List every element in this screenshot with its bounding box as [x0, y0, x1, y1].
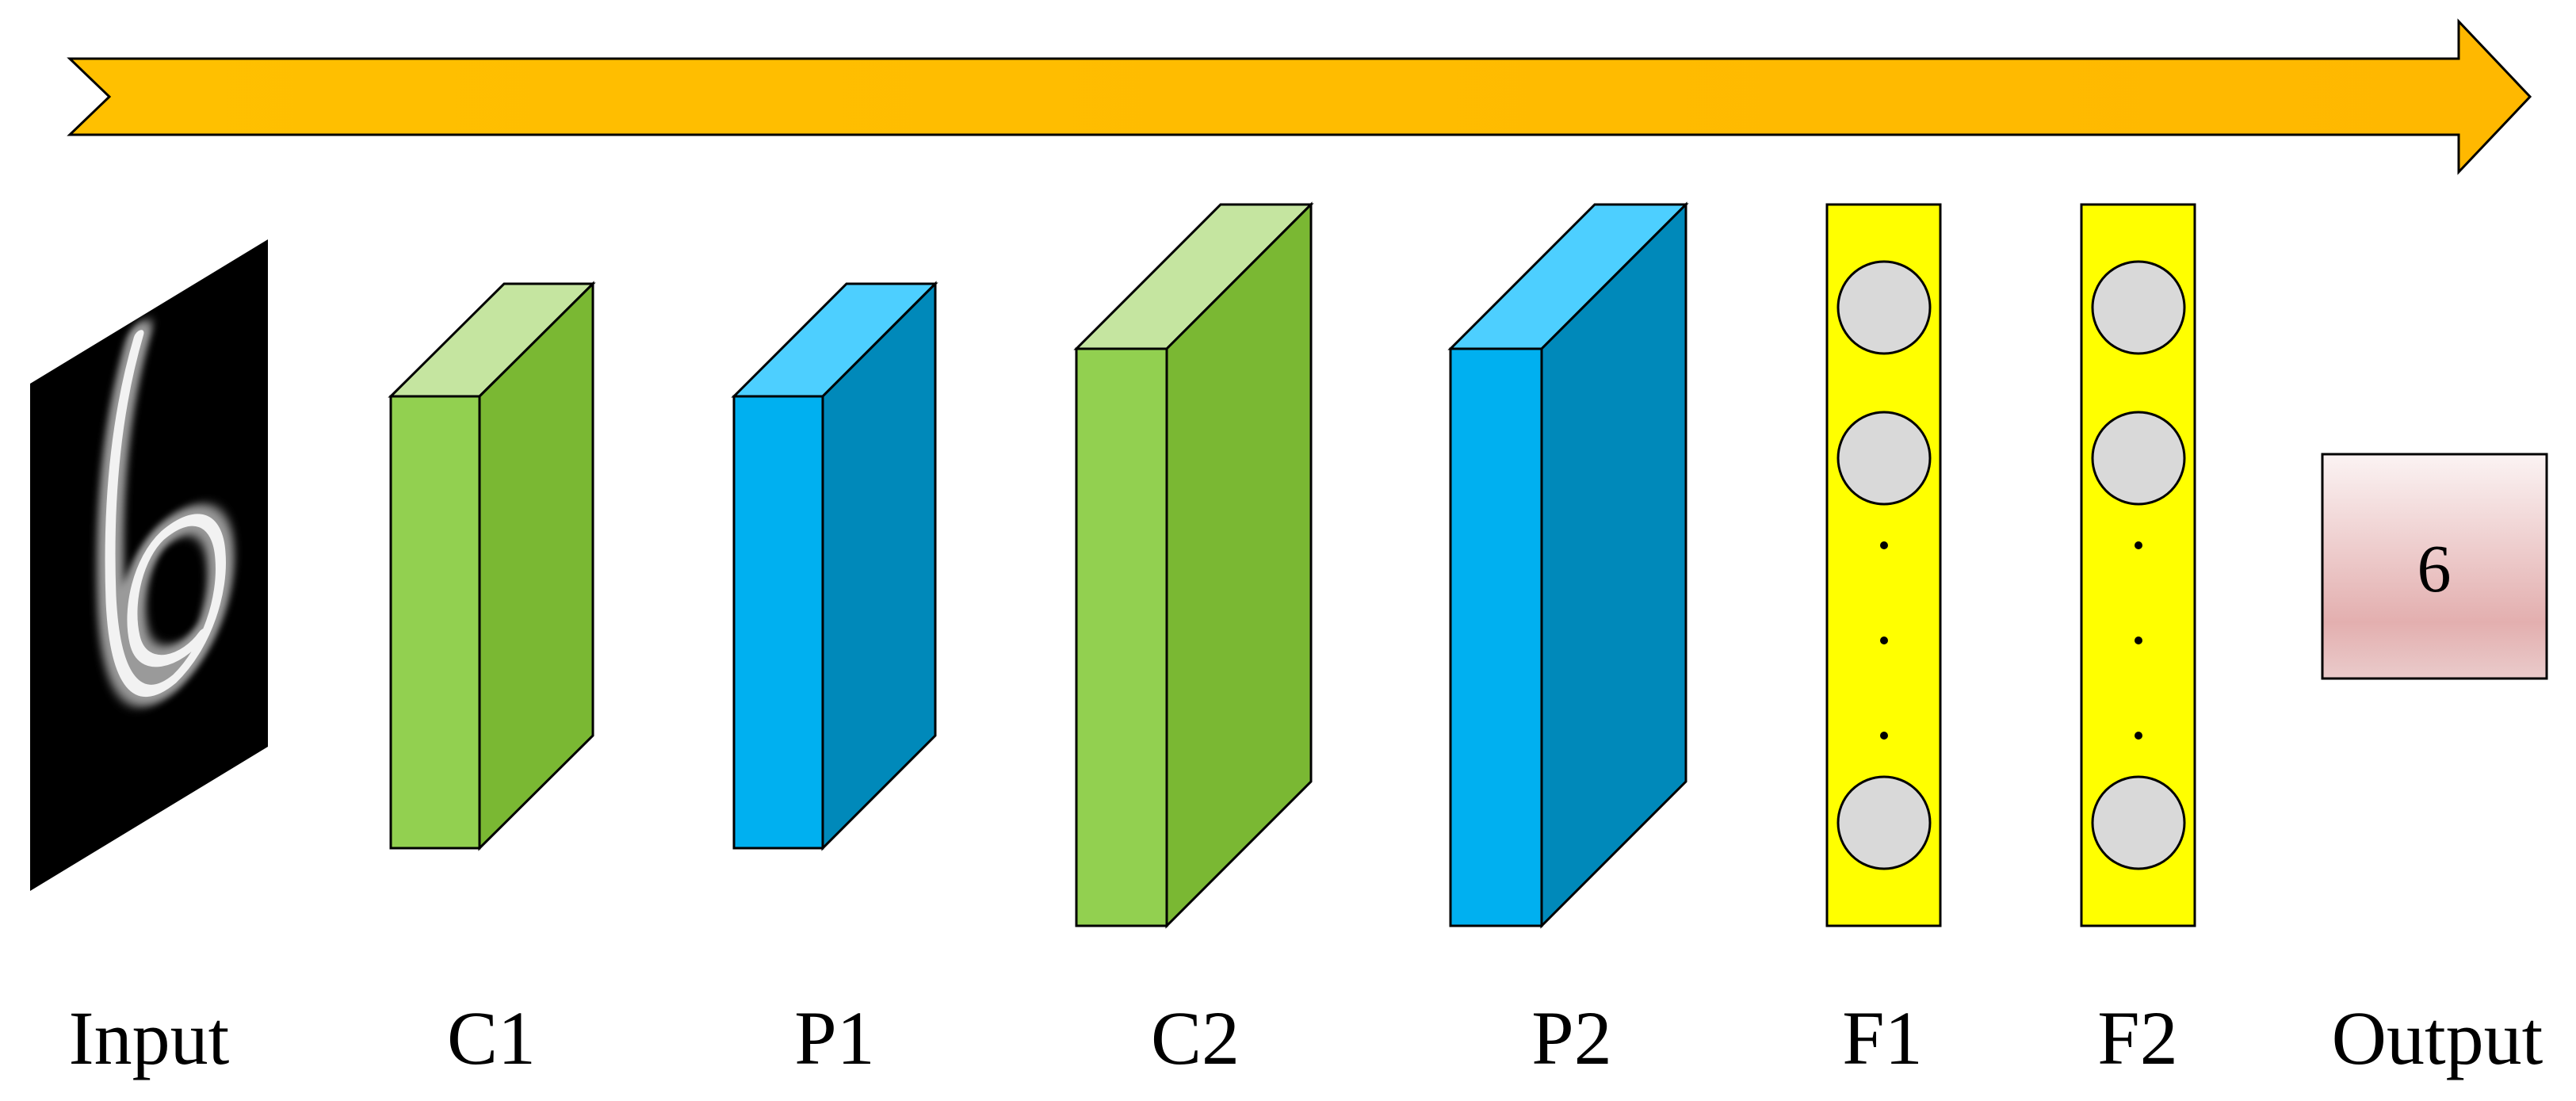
f2-neuron [2091, 260, 2186, 355]
f1-neuron [1836, 411, 1932, 506]
f1-ellipsis-dot [1880, 637, 1888, 644]
p2-layer-box [1447, 201, 1689, 929]
f2-ellipsis-dot [2135, 637, 2142, 644]
output-box: 6 [2321, 453, 2548, 680]
label-f1: F1 [1842, 996, 1922, 1080]
c1-layer-box [388, 281, 596, 851]
input-digit-glyph [97, 319, 235, 707]
c2-layer-box [1073, 201, 1314, 929]
flow-arrow [67, 18, 2532, 175]
f1-ellipsis-dot [1880, 732, 1888, 740]
label-c1: C1 [447, 996, 536, 1080]
label-c2: C2 [1151, 996, 1240, 1080]
f2-ellipsis-dot [2135, 732, 2142, 740]
f1-neuron [1836, 775, 1932, 870]
f1-ellipsis-dot [1880, 541, 1888, 549]
f2-layer-bar [2080, 203, 2196, 927]
input-image [30, 239, 268, 891]
label-f2: F2 [2097, 996, 2177, 1080]
f2-neuron [2091, 775, 2186, 870]
label-p1: P1 [794, 996, 874, 1080]
f2-neuron [2091, 411, 2186, 506]
label-p2: P2 [1531, 996, 1611, 1080]
label-output: Output [2332, 996, 2544, 1080]
output-value: 6 [2417, 530, 2452, 606]
f1-layer-bar [1825, 203, 1942, 927]
p1-layer-box [731, 281, 938, 851]
f1-neuron [1836, 260, 1932, 355]
f2-ellipsis-dot [2135, 541, 2142, 549]
label-input: Input [69, 996, 230, 1080]
